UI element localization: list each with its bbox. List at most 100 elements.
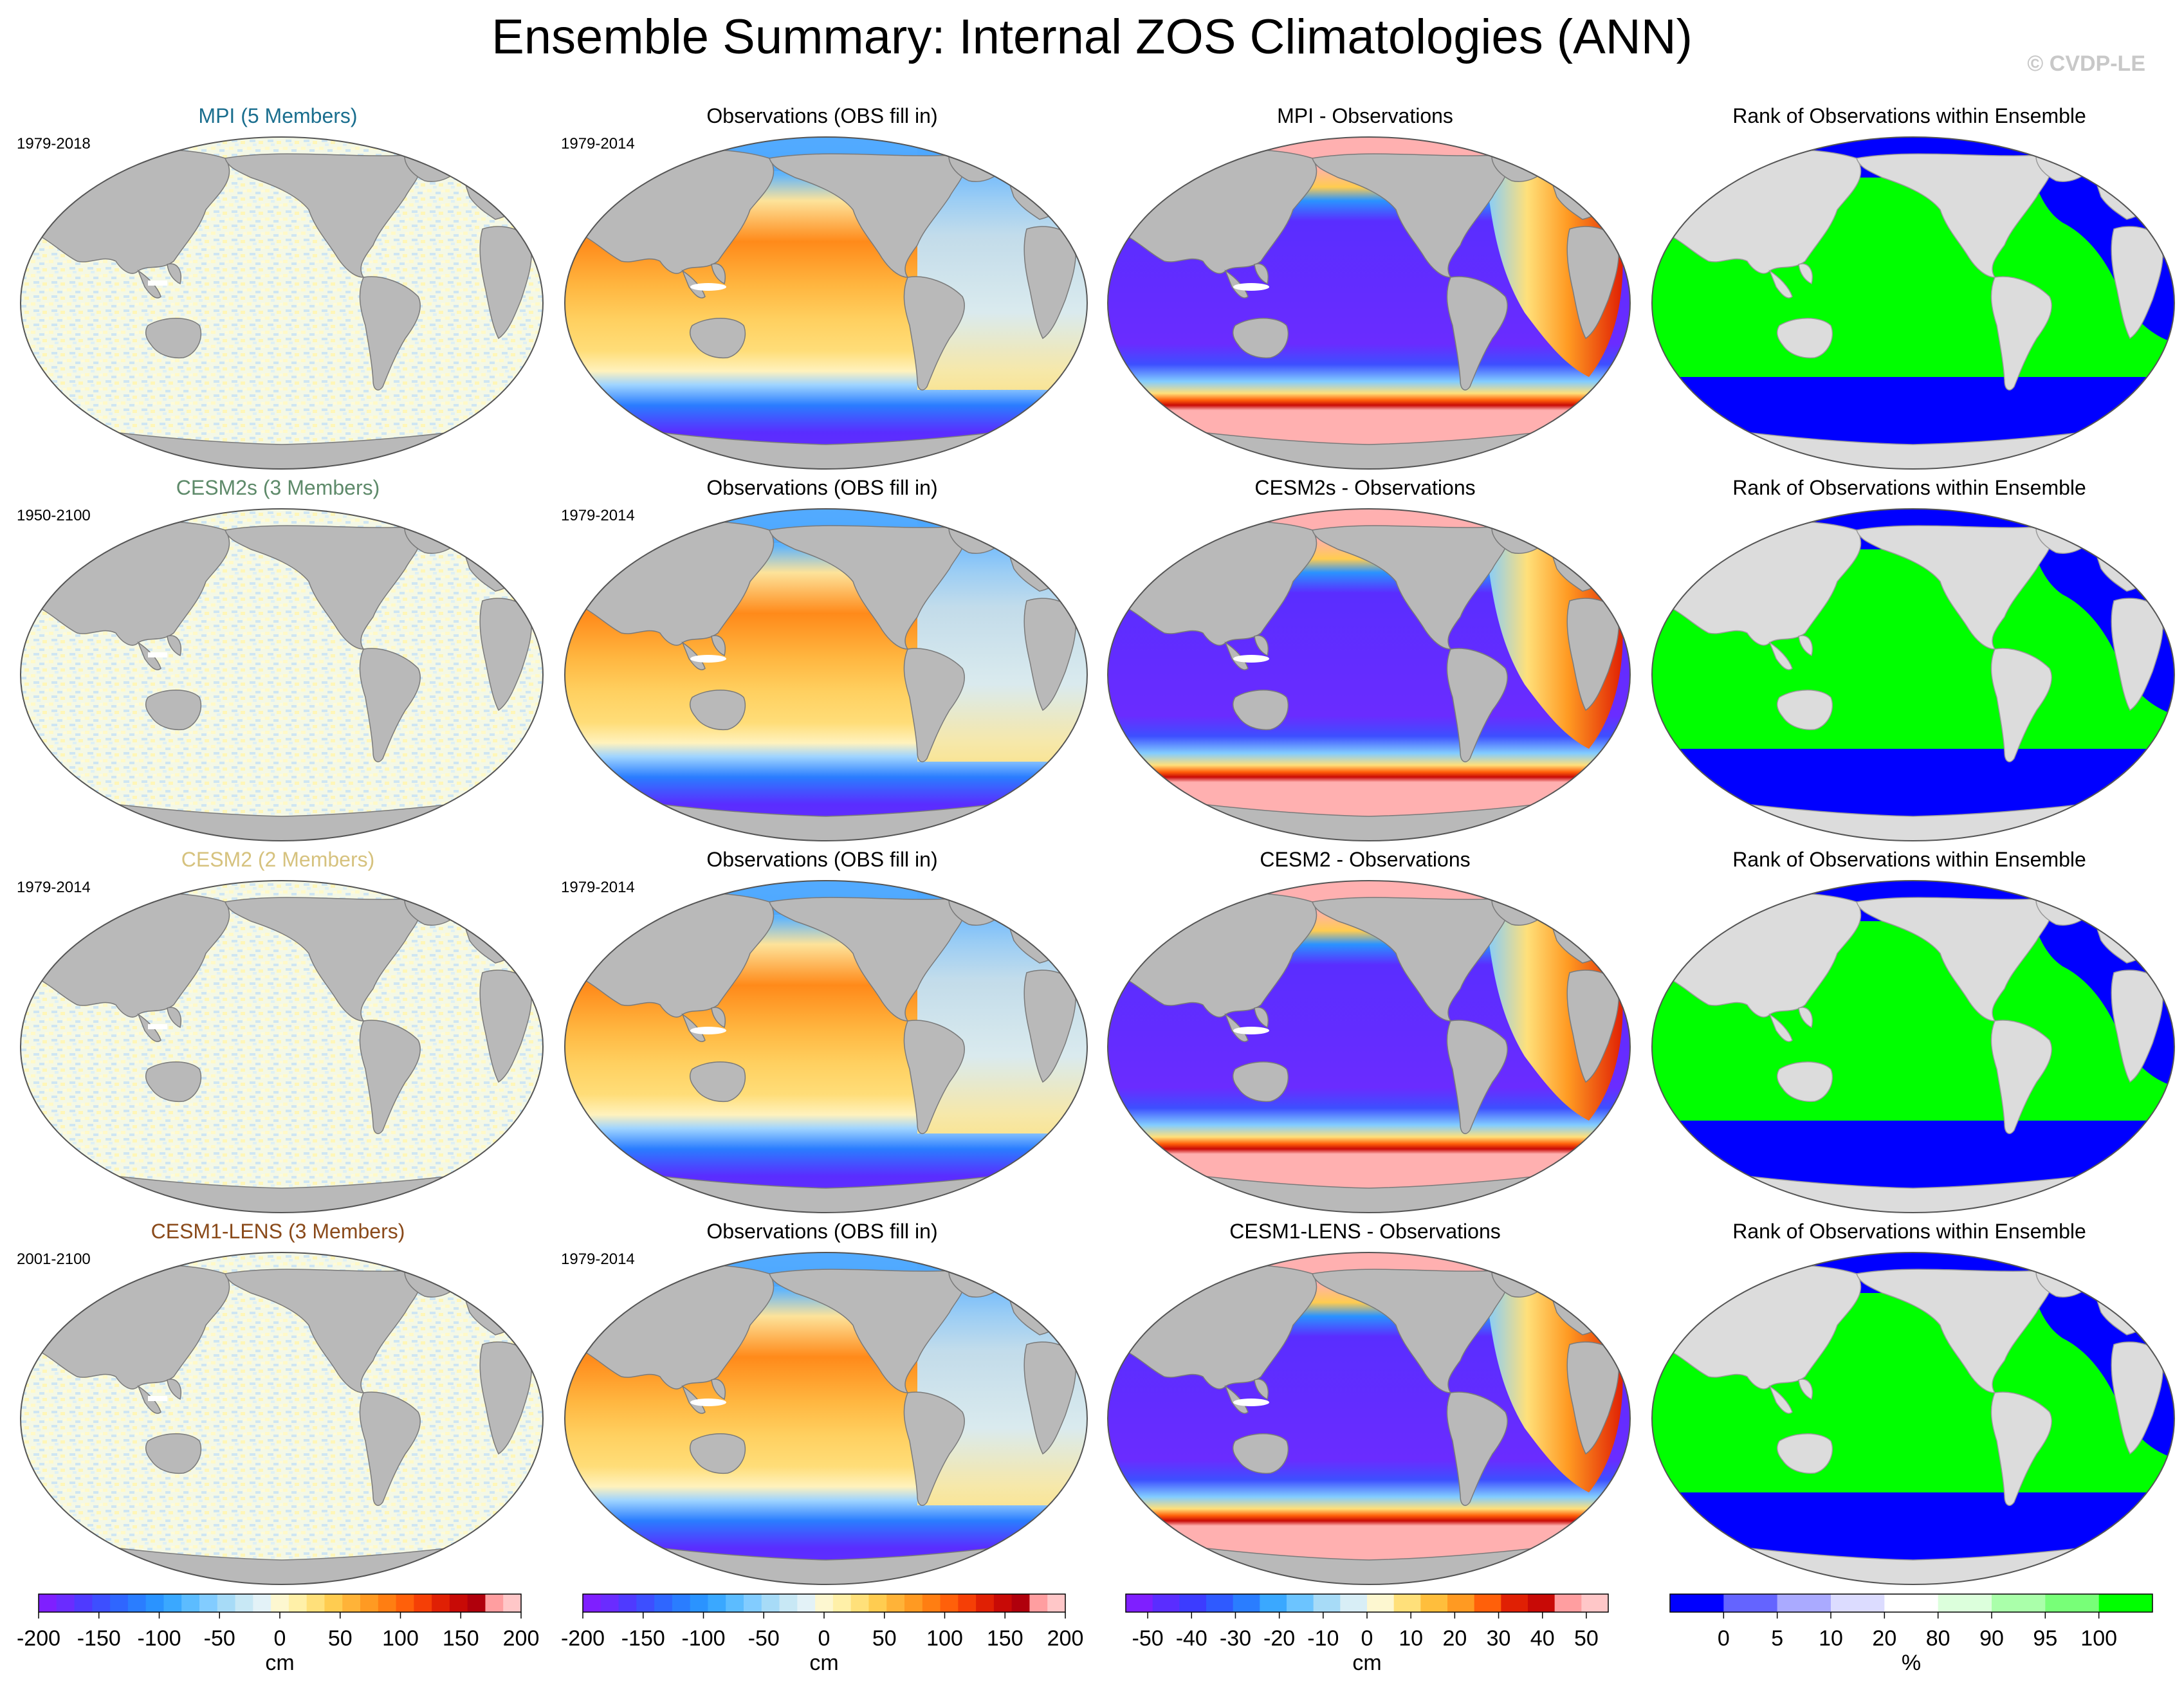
colorbar-swatches (1125, 1593, 1609, 1619)
colorbar-swatch (1340, 1594, 1368, 1612)
ensemble-map (20, 1252, 544, 1585)
land-seasia (1768, 1379, 1813, 1414)
land-australia (1776, 690, 1833, 731)
colorbar-4: 0 5 10 20 80 90 95 100% (1669, 1593, 2153, 1675)
colorbar-swatch (2098, 1594, 2153, 1612)
ensemble-panel-years: 1979-2018 (17, 135, 91, 152)
land-australia (1776, 318, 1833, 359)
globe-outline (564, 136, 1088, 470)
colorbar-tick-label: 0 (1717, 1626, 1730, 1651)
land-australia (1232, 318, 1289, 359)
colorbar-swatch (288, 1594, 307, 1612)
colorbar-swatch (600, 1594, 619, 1612)
diff-panel-title: CESM2s - Observations (1254, 476, 1476, 499)
colorbar-swatch (1367, 1594, 1395, 1612)
rank-map (1651, 880, 2175, 1213)
colorbar-swatch (217, 1594, 236, 1612)
colorbar-swatches (38, 1593, 522, 1619)
colorbar-swatch (618, 1594, 637, 1612)
missing-data-patch (690, 1399, 726, 1406)
colorbar-swatch (1152, 1594, 1180, 1612)
ensemble-map (20, 508, 544, 841)
colorbar-swatch (74, 1594, 93, 1612)
ensemble-panel-years: 1950-2100 (17, 507, 91, 524)
watermark: © CVDP-LE (2027, 51, 2145, 76)
figure-title: Ensemble Summary: Internal ZOS Climatolo… (491, 10, 1693, 64)
land-namerica (769, 897, 965, 1022)
globe-outline (1107, 508, 1631, 841)
colorbar-swatch (636, 1594, 655, 1612)
land-namerica (769, 153, 965, 278)
land-australia (1232, 690, 1289, 731)
colorbar-swatch (324, 1594, 343, 1612)
colorbar-swatch (306, 1594, 325, 1612)
land-samerica (359, 1020, 421, 1134)
diff-panel-title: CESM1-LENS - Observations (1229, 1220, 1501, 1243)
globe-outline (564, 508, 1088, 841)
rank-map (1651, 508, 2175, 841)
diff-panel-1: MPI - Observations (1092, 102, 1638, 473)
diff-panel-4: CESM1-LENS - Observations (1092, 1217, 1638, 1589)
land-seasia (1224, 1007, 1269, 1042)
colorbar-tick-label: 0 (273, 1626, 286, 1651)
globe-outline (1107, 880, 1631, 1213)
land-samerica (1990, 1020, 2052, 1134)
colorbar-swatch (235, 1594, 253, 1612)
missing-data-patch (148, 280, 167, 286)
land-seasia (137, 1007, 181, 1042)
colorbar-swatch (1992, 1594, 2046, 1612)
land-australia (1776, 1061, 1833, 1103)
globe-outline (564, 880, 1088, 1213)
land-samerica (1990, 276, 2052, 390)
colorbar-swatch (199, 1594, 218, 1612)
colorbar-swatch (1777, 1594, 1831, 1612)
ensemble-panel-title: MPI (5 Members) (198, 104, 358, 127)
obs-panel-title: Observations (OBS fill in) (706, 1220, 938, 1243)
obs-map (564, 880, 1088, 1213)
land-australia (689, 318, 746, 359)
land-seasia (681, 1007, 726, 1042)
diff-map (1107, 880, 1631, 1213)
obs-panel-2: Observations (OBS fill in) 1979-2014 (549, 473, 1095, 845)
colorbar-unit-label: cm (1352, 1651, 1382, 1675)
colorbar-tick-label: -30 (1219, 1626, 1252, 1651)
colorbar-swatch (1447, 1594, 1475, 1612)
colorbar-swatch (467, 1594, 486, 1612)
colorbar-tick-label: 150 (442, 1626, 479, 1651)
land-namerica (1856, 897, 2052, 1022)
ensemble-panel-4: CESM1-LENS (3 Members) 2001-2100 (5, 1217, 551, 1589)
colorbar-swatch (396, 1594, 414, 1612)
missing-data-patch (1233, 1399, 1269, 1406)
missing-data-patch (148, 1396, 167, 1401)
obs-panel-years: 1979-2014 (561, 1251, 635, 1268)
land-namerica (1856, 153, 2052, 278)
obs-panel-1: Observations (OBS fill in) 1979-2014 (549, 102, 1095, 473)
globe-outline (1107, 136, 1631, 470)
colorbar-swatch (1011, 1594, 1030, 1612)
colorbar-swatch (414, 1594, 432, 1612)
colorbar-unit-label: % (1901, 1651, 1922, 1675)
colorbar-swatch (1029, 1594, 1048, 1612)
land-namerica (225, 1269, 421, 1393)
land-namerica (1312, 897, 1508, 1022)
land-samerica (903, 1391, 965, 1506)
land-namerica (1312, 153, 1508, 278)
colorbar-swatch (163, 1594, 182, 1612)
rank-panel-title: Rank of Observations within Ensemble (1732, 476, 2086, 499)
ensemble-panel-1: MPI (5 Members) 1979-2018 (5, 102, 551, 473)
rank-panel-3: Rank of Observations within Ensemble (1637, 845, 2182, 1217)
obs-panel-title: Observations (OBS fill in) (706, 104, 938, 127)
colorbar-swatch (850, 1594, 869, 1612)
land-seasia (1768, 635, 1813, 670)
colorbar-swatch (583, 1594, 601, 1612)
colorbar-tick-label: 200 (1047, 1626, 1084, 1651)
colorbar-swatch (868, 1594, 887, 1612)
land-namerica (225, 525, 421, 650)
ensemble-map (20, 880, 544, 1213)
colorbar-swatch (1474, 1594, 1501, 1612)
colorbar-swatch (1501, 1594, 1528, 1612)
land-samerica (359, 276, 421, 390)
colorbar-tick-label: 90 (1979, 1626, 2004, 1651)
globe-outline (1651, 880, 2175, 1213)
colorbar-swatch (503, 1594, 522, 1612)
